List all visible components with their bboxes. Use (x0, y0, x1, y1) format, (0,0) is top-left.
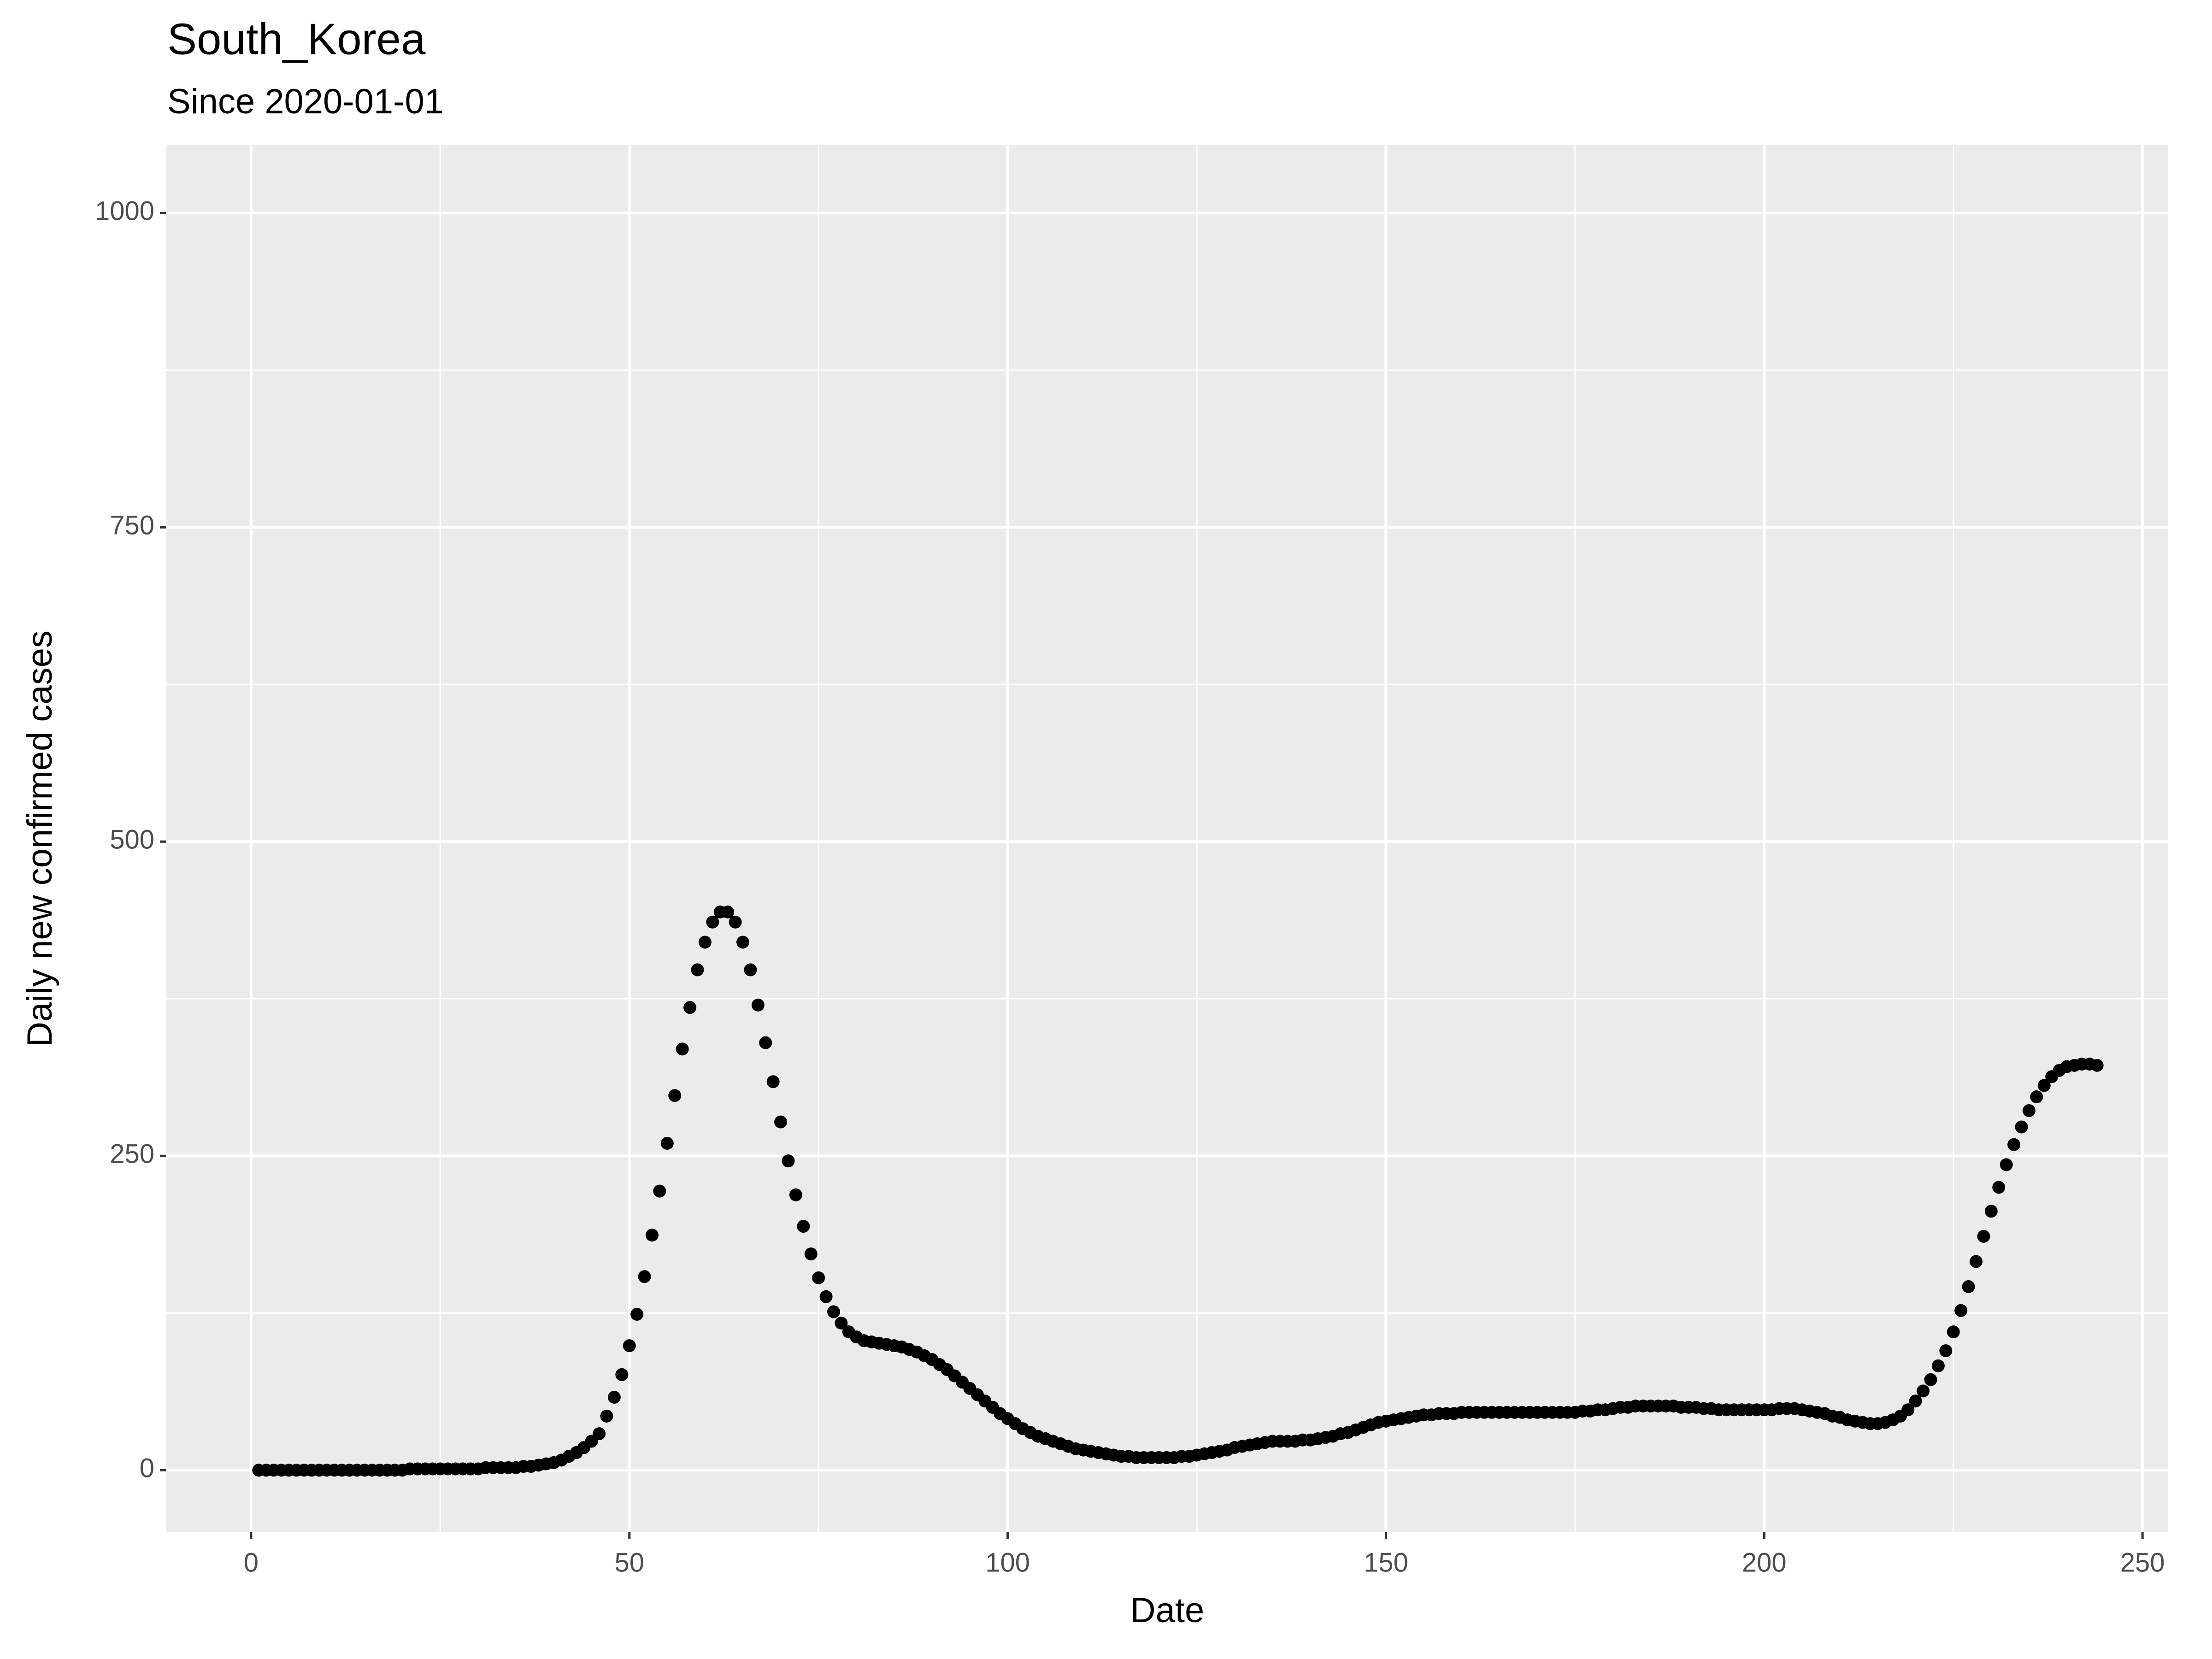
point (804, 1247, 818, 1261)
point (615, 1368, 629, 1381)
point (721, 906, 735, 919)
x-axis-title: Date (1130, 1591, 1205, 1630)
x-tick-label: 200 (1742, 1547, 1787, 1577)
point (1962, 1280, 1975, 1293)
y-axis-title: Daily new confirmed cases (20, 630, 59, 1047)
point (1977, 1230, 1990, 1243)
y-tick-label: 250 (110, 1139, 154, 1169)
chart-subtitle: Since 2020-01-01 (167, 82, 444, 121)
point (729, 915, 742, 929)
panel (166, 145, 2168, 1532)
x-tick-label: 100 (985, 1547, 1030, 1577)
point (774, 1115, 788, 1129)
point (819, 1290, 833, 1303)
point (789, 1188, 802, 1201)
point (706, 915, 719, 929)
marks (252, 906, 2104, 1477)
point (827, 1305, 840, 1318)
y-tick-label: 1000 (95, 196, 154, 226)
point (782, 1154, 795, 1168)
point (751, 998, 765, 1012)
point (759, 1036, 772, 1049)
y-tick-label: 750 (110, 511, 154, 541)
point (835, 1317, 848, 1330)
point (2037, 1079, 2051, 1092)
point (1992, 1181, 2006, 1194)
point (638, 1270, 651, 1283)
point (1954, 1304, 1968, 1317)
point (630, 1307, 644, 1321)
point (660, 1136, 674, 1150)
point (1939, 1344, 1953, 1358)
point (2090, 1059, 2104, 1072)
point (766, 1075, 780, 1088)
point (645, 1229, 659, 1242)
point (653, 1184, 666, 1198)
point (2000, 1158, 2013, 1171)
point (668, 1089, 682, 1102)
point (2007, 1138, 2021, 1151)
point (593, 1427, 606, 1441)
point (2015, 1120, 2028, 1134)
point (736, 935, 749, 949)
point (1970, 1255, 1983, 1268)
point (1947, 1325, 1960, 1339)
y-tick-label: 0 (140, 1453, 154, 1483)
point (676, 1042, 689, 1056)
x-tick-label: 50 (614, 1547, 644, 1577)
point (1917, 1384, 1930, 1398)
point (1901, 1403, 1915, 1417)
chart-title: South_Korea (167, 14, 426, 64)
point (744, 963, 757, 977)
point (607, 1391, 621, 1404)
x-tick-label: 150 (1364, 1547, 1408, 1577)
point (1984, 1205, 1998, 1218)
x-tick-label: 250 (2120, 1547, 2165, 1577)
point (812, 1271, 825, 1284)
point (797, 1220, 810, 1233)
point (683, 1001, 697, 1014)
point (1924, 1373, 1937, 1386)
point (698, 935, 712, 949)
grid: 0 50 100 150 200 250 0 250 500 750 1000 (95, 145, 2168, 1577)
point (2030, 1090, 2043, 1104)
point (2022, 1104, 2036, 1118)
point (623, 1339, 636, 1353)
point (1931, 1359, 1945, 1372)
point (691, 963, 704, 977)
y-tick-label: 500 (110, 825, 154, 855)
x-tick-label: 0 (244, 1547, 259, 1577)
point (600, 1409, 613, 1423)
point (1909, 1394, 1922, 1408)
